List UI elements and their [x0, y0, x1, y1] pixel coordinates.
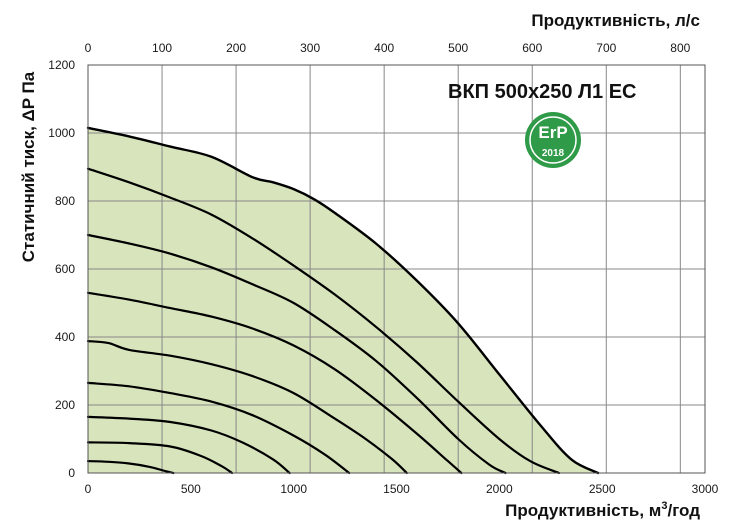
top-tick-label: 700 [596, 41, 616, 55]
y-tick-label: 400 [55, 330, 75, 344]
x-axis-title: Продуктивність, м3/год [505, 500, 700, 520]
x-axis-ticks: 0 500 1000 1500 2000 2500 3000 [85, 482, 719, 496]
fan-curve-8 [86, 441, 234, 475]
x-tick-label: 2000 [486, 482, 513, 496]
top-tick-label: 800 [670, 41, 690, 55]
y-tick-label: 1000 [48, 126, 75, 140]
x-axis-title-tail: /год [667, 501, 700, 520]
x-tick-label: 500 [181, 482, 201, 496]
top-tick-label: 200 [226, 41, 246, 55]
y-tick-label: 0 [68, 466, 75, 480]
y-tick-label: 600 [55, 262, 75, 276]
top-tick-label: 500 [448, 41, 468, 55]
erp-2018-badge: ErP 2018 [525, 112, 581, 168]
y-tick-label: 1200 [48, 58, 75, 72]
top-tick-label: 0 [85, 41, 92, 55]
top-axis-title: Продуктивність, л/с [531, 11, 700, 30]
performance-curves [86, 126, 600, 475]
top-tick-label: 600 [522, 41, 542, 55]
top-tick-label: 400 [374, 41, 394, 55]
x-tick-label: 1000 [280, 482, 307, 496]
top-tick-label: 300 [300, 41, 320, 55]
x-axis-title-sup: 3 [661, 500, 667, 512]
fan-curve-2 [86, 167, 561, 475]
fan-curve-1 [86, 126, 600, 475]
x-tick-label: 0 [85, 482, 92, 496]
y-axis-title: Статичний тиск, ΔP Па [19, 71, 38, 262]
x-axis-title-main: Продуктивність, м [505, 501, 661, 520]
fan-curve-9 [86, 460, 175, 475]
x-tick-label: 1500 [383, 482, 410, 496]
top-axis-ticks: 0 100 200 300 400 500 600 700 800 [85, 41, 691, 55]
x-tick-label: 2500 [589, 482, 616, 496]
fan-curve-4 [86, 291, 463, 475]
erp-badge-main: ErP [538, 123, 567, 142]
erp-badge-circle [525, 112, 581, 168]
y-tick-label: 200 [55, 398, 75, 412]
y-axis-ticks: 0 200 400 600 800 1000 1200 [48, 58, 75, 480]
erp-badge-year: 2018 [542, 148, 565, 159]
fan-curve-3 [86, 233, 507, 475]
top-tick-label: 100 [152, 41, 172, 55]
fan-curve-5 [86, 340, 408, 475]
chart-title: ВКП 500x250 Л1 ЕС [448, 81, 637, 103]
erp-badge-ring [529, 116, 577, 164]
fan-curve-6 [86, 381, 351, 475]
grid-lines [88, 65, 705, 473]
fan-curve-7 [86, 415, 291, 475]
x-tick-label: 3000 [692, 482, 719, 496]
plot-frame [87, 64, 706, 474]
y-tick-label: 800 [55, 194, 75, 208]
